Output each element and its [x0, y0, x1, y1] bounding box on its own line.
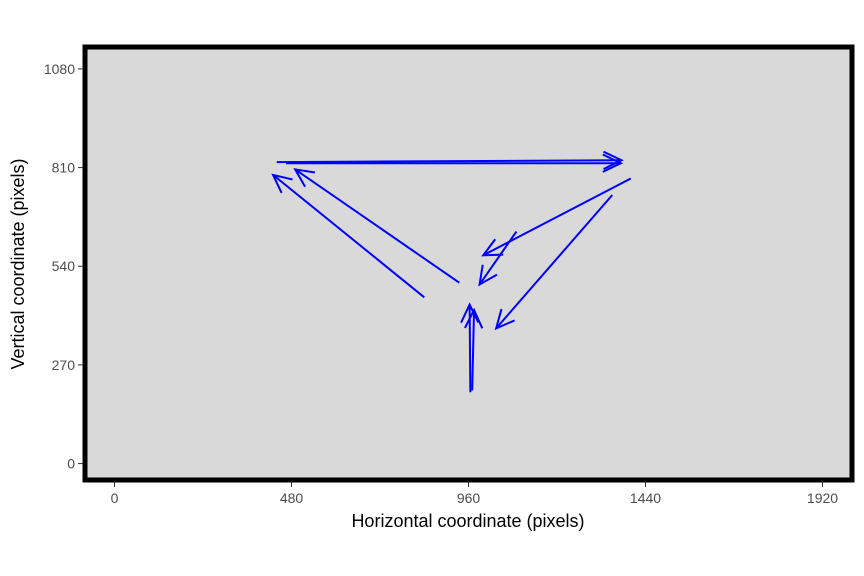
x-tick-label: 1440	[630, 490, 661, 506]
y-axis-title: Vertical coordinate (pixels)	[8, 158, 28, 369]
x-tick-label: 480	[280, 490, 304, 506]
arrow	[285, 153, 624, 173]
arrow-shaft	[478, 230, 518, 286]
arrow	[276, 150, 624, 170]
arrow-head	[478, 264, 498, 287]
arrow-head	[603, 150, 624, 170]
x-tick-label: 1920	[807, 490, 838, 506]
y-tick-label: 1080	[44, 61, 75, 77]
x-axis-ticks: 0 480 960 1440 1920	[111, 482, 838, 506]
x-tick-label: 960	[457, 490, 481, 506]
arrow-head	[460, 302, 480, 324]
arrow-layer	[271, 150, 632, 393]
arrow-shaft	[294, 168, 460, 284]
arrow-head	[602, 153, 624, 173]
arrow	[494, 194, 614, 331]
x-tick-label: 0	[111, 490, 119, 506]
arrow-shaft	[468, 304, 472, 393]
x-axis-title: Horizontal coordinate (pixels)	[351, 511, 584, 531]
arrow-shaft	[276, 159, 622, 164]
arrow-head	[271, 173, 293, 194]
arrow	[271, 173, 425, 299]
arrow	[478, 230, 518, 287]
y-tick-label: 810	[52, 160, 76, 176]
arrow-head	[481, 238, 504, 257]
y-tick-label: 270	[52, 357, 76, 373]
arrow	[464, 307, 484, 391]
y-tick-label: 0	[67, 456, 75, 472]
arrow-shaft	[495, 194, 614, 330]
arrow-head	[494, 308, 515, 331]
plot-panel	[82, 44, 855, 483]
arrow-head	[293, 168, 316, 188]
arrow	[460, 302, 480, 393]
arrow-head	[464, 307, 484, 329]
arrow	[293, 168, 460, 284]
y-tick-label: 540	[52, 258, 76, 274]
y-axis-ticks: 0 270 540 810 1080	[44, 61, 83, 472]
arrow-shaft	[471, 310, 476, 391]
arrow-shaft	[272, 174, 425, 299]
